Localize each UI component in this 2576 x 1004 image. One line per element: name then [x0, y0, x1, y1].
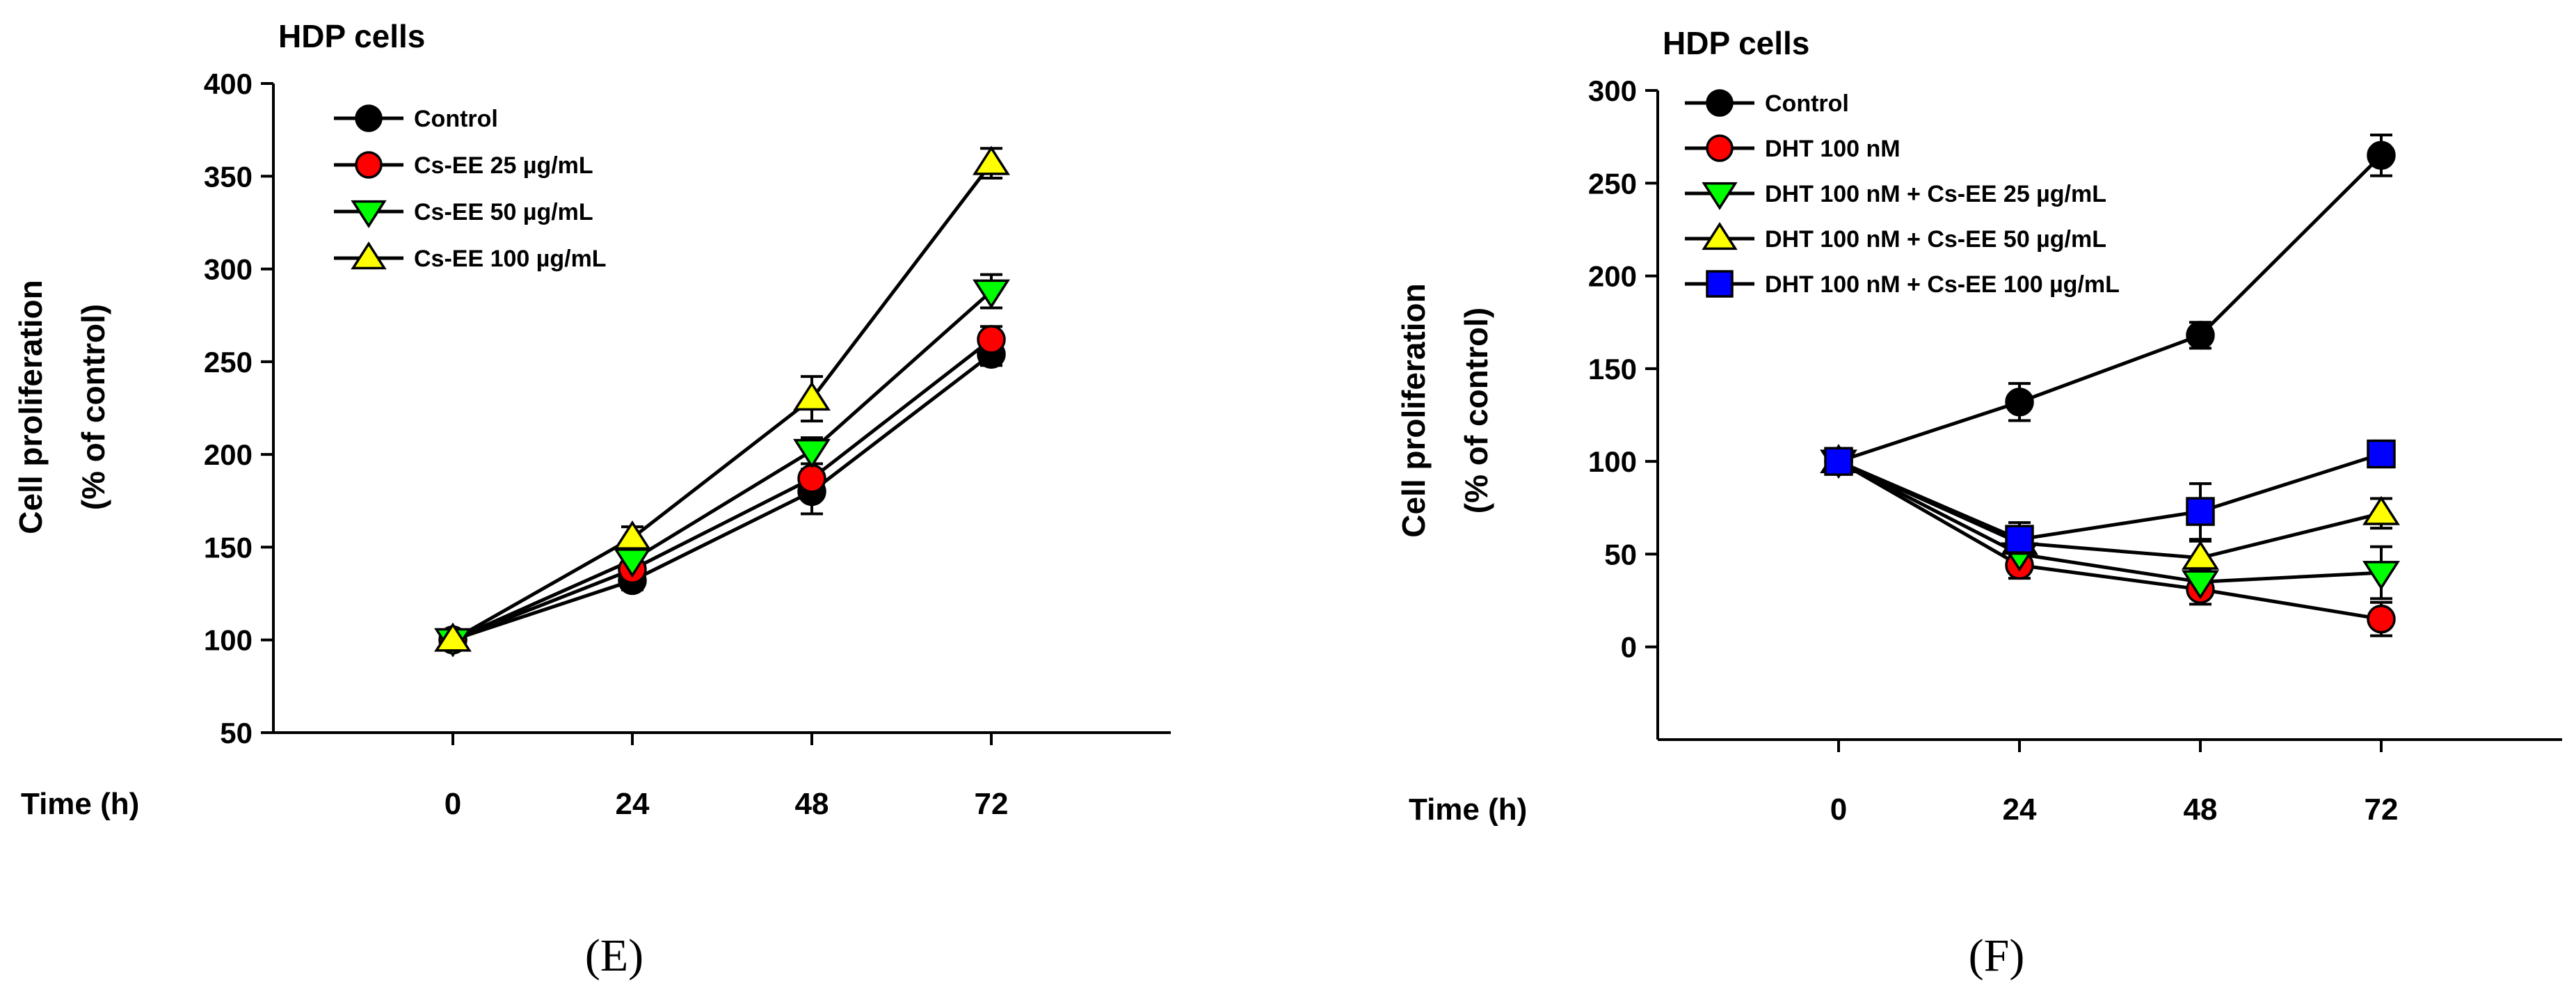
y-tick-label: 100 [1588, 445, 1637, 478]
legend-label: Cs-EE 100 µg/mL [414, 246, 607, 272]
series-3 [1827, 454, 2392, 576]
x-axis-label: Time (h) [1409, 792, 1527, 827]
series-line [451, 289, 993, 642]
series-1 [1827, 454, 2392, 637]
y-tick-label: 150 [1588, 353, 1637, 385]
series-line [1837, 459, 2382, 621]
legend-label: Cs-EE 50 µg/mL [414, 199, 593, 225]
y-axis-label: Cell proliferation [1395, 283, 1432, 537]
data-point [973, 145, 1010, 175]
data-point [2005, 388, 2034, 417]
x-tick-label: 72 [975, 787, 1009, 821]
data-point [793, 438, 831, 468]
x-tick-label: 24 [2003, 792, 2037, 827]
legend-item: Cs-EE 100 µg/mL [334, 241, 607, 272]
legend-marker [351, 241, 387, 270]
legend-item: Cs-EE 25 µg/mL [334, 151, 593, 179]
series-2 [442, 273, 1002, 647]
legend-label: Control [1765, 90, 1849, 117]
data-point [2367, 141, 2396, 170]
chart-title: HDP cells [278, 18, 425, 54]
legend: Control DHT 100 nM DHT 100 nM + Cs-EE 25 µ… [1685, 89, 2120, 298]
series-markers-4 [1824, 439, 2396, 554]
y-tick-label: 400 [204, 67, 253, 100]
data-point [2186, 321, 2215, 350]
legend-label: DHT 100 nM + Cs-EE 50 µg/mL [1765, 226, 2106, 253]
legend-label: DHT 100 nM [1765, 136, 1901, 162]
legend-item: DHT 100 nM + Cs-EE 100 µg/mL [1685, 270, 2120, 298]
legend-label: Cs-EE 25 µg/mL [414, 152, 593, 179]
data-point [2367, 439, 2396, 469]
legend-label: DHT 100 nM + Cs-EE 100 µg/mL [1765, 271, 2120, 298]
y-tick-label: 200 [1588, 260, 1637, 293]
legend-label: Control [414, 106, 498, 132]
legend-marker [1706, 270, 1734, 298]
legend-item: Cs-EE 50 µg/mL [334, 199, 593, 228]
panel-label: (F) [1969, 930, 2025, 981]
data-point [2367, 604, 2396, 634]
legend-marker [355, 151, 383, 179]
y-tick-label: 250 [1588, 167, 1637, 200]
y-tick-label: 150 [204, 531, 253, 564]
series-markers-1 [438, 325, 1006, 655]
legend-item: DHT 100 nM + Cs-EE 25 µg/mL [1685, 181, 2106, 210]
x-tick-label: 72 [2365, 792, 2399, 827]
legend: Control Cs-EE 25 µg/mL Cs-EE 50 µg/mL Cs-EE… [334, 104, 607, 272]
data-point [2362, 495, 2400, 525]
legend-marker [1702, 222, 1738, 250]
series-line [451, 162, 993, 642]
data-point [977, 325, 1006, 354]
x-tick-label: 48 [2184, 792, 2218, 827]
chart-title: HDP cells [1663, 25, 1809, 61]
legend-item: DHT 100 nM + Cs-EE 50 µg/mL [1685, 222, 2106, 253]
x-axis-label: Time (h) [21, 787, 139, 821]
legend-label: DHT 100 nM + Cs-EE 25 µg/mL [1765, 181, 2106, 207]
chart-panel-e: 50 100 150 200 250 300 350 400 0 24 48 72 HDP cells T… [13, 18, 1171, 981]
legend-item: DHT 100 nM [1685, 134, 1901, 162]
data-point [614, 520, 651, 550]
series-line [1838, 452, 2382, 541]
y-tick-label: 300 [204, 253, 253, 286]
data-point [2362, 561, 2400, 591]
legend-marker [1706, 134, 1734, 162]
panel-label: (E) [585, 930, 643, 981]
chart-panel-f: 0 50 100 150 200 250 300 0 24 48 72 HDP cells Time (… [1395, 25, 2562, 981]
legend-marker [1702, 182, 1738, 210]
series-line [452, 337, 993, 642]
data-point [797, 464, 826, 493]
y-tick-label: 300 [1588, 74, 1637, 107]
x-tick-label: 48 [795, 787, 829, 821]
series-markers-3 [434, 145, 1010, 652]
y-axis-label-units: (% of control) [75, 304, 111, 510]
data-point [434, 622, 472, 652]
data-point [2186, 497, 2215, 526]
x-tick-label: 0 [445, 787, 461, 821]
y-tick-label: 200 [204, 438, 253, 471]
x-tick-label: 0 [1830, 792, 1847, 827]
data-point [2182, 570, 2219, 600]
data-point [2005, 525, 2034, 554]
y-axis-label-units: (% of control) [1458, 308, 1494, 513]
series-line [452, 353, 993, 642]
legend-marker [355, 104, 383, 132]
y-tick-label: 0 [1621, 631, 1637, 664]
data-point [1824, 447, 1853, 476]
y-tick-label: 50 [1604, 538, 1637, 571]
legend-item: Control [334, 104, 498, 132]
data-point [2182, 540, 2219, 570]
y-tick-label: 50 [220, 717, 253, 749]
y-axis-label: Cell proliferation [13, 280, 49, 534]
data-point [793, 381, 831, 411]
y-tick-label: 250 [204, 346, 253, 379]
legend-marker [1706, 89, 1734, 117]
y-tick-label: 350 [204, 160, 253, 193]
y-tick-label: 100 [204, 624, 253, 657]
legend-marker [351, 200, 387, 228]
series-line [1838, 154, 2383, 463]
series-line [1837, 459, 2382, 584]
legend-item: Control [1685, 89, 1849, 117]
x-tick-label: 24 [616, 787, 650, 821]
data-point [973, 279, 1010, 309]
